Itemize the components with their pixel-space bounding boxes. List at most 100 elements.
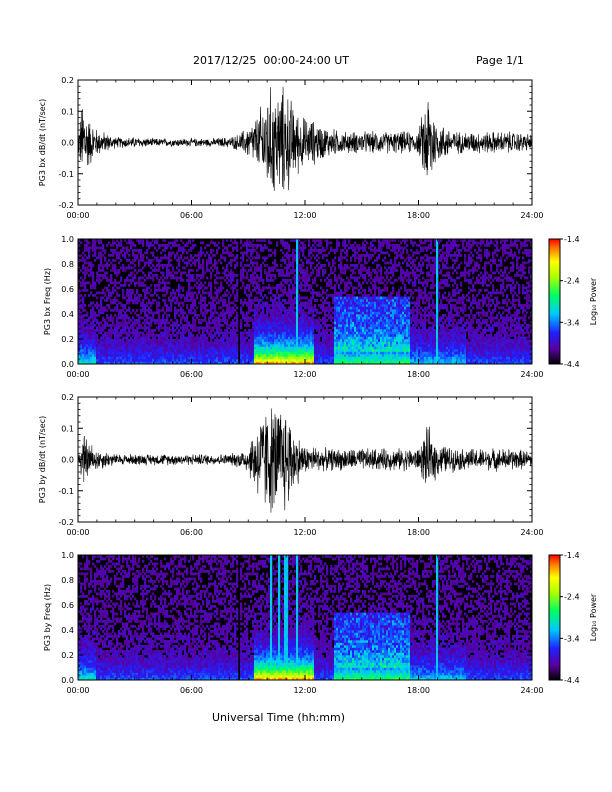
bx-spectrogram-cell bbox=[108, 304, 111, 307]
bx-spectrogram-cell bbox=[108, 359, 111, 362]
bx-spectrogram-cell bbox=[186, 324, 189, 327]
bx-spectrogram-cell bbox=[300, 316, 303, 320]
bx-spectrogram-cell bbox=[338, 299, 341, 302]
bx-spectrogram-cell bbox=[276, 324, 279, 327]
bx-spectrogram-cell bbox=[252, 336, 255, 340]
bx-spectrogram-cell bbox=[80, 324, 83, 327]
bx-spectrogram-cell bbox=[330, 271, 333, 275]
bx-spectrogram-cell bbox=[352, 324, 355, 327]
bx-spectrogram-cell bbox=[118, 241, 121, 245]
bx-spectrogram-cell bbox=[284, 351, 287, 355]
bx-spectrogram-cell bbox=[208, 281, 211, 285]
bx-spectrogram-cell bbox=[170, 264, 173, 267]
bx-spectrogram-cell bbox=[210, 331, 213, 335]
bx-spectrogram-cell bbox=[212, 354, 215, 357]
bx-spectrogram-cell bbox=[94, 336, 97, 340]
bx-spectrogram-cell bbox=[334, 266, 337, 270]
bx-spectrogram-cell bbox=[236, 314, 239, 317]
bx-spectrogram-cell bbox=[256, 254, 259, 257]
bx-spectrogram-cell bbox=[122, 331, 125, 335]
bx-spectrogram-cell bbox=[148, 344, 151, 347]
bx-spectrogram-cell bbox=[272, 321, 275, 325]
bx-spectrogram-cell bbox=[96, 341, 99, 345]
bx-spectrogram-cell bbox=[118, 349, 121, 352]
bx-spectrogram-cell bbox=[286, 349, 289, 352]
bx-spectrogram-cell bbox=[106, 344, 109, 347]
bx-spectrogram-cell bbox=[140, 241, 143, 245]
bx-spectrogram-cell bbox=[284, 346, 287, 350]
bx-spectrogram-cell bbox=[344, 359, 347, 362]
bx-spectrogram-cell bbox=[348, 241, 351, 245]
bx-spectrogram-cell bbox=[172, 274, 175, 277]
bx-spectrogram-cell bbox=[178, 246, 181, 250]
bx-spectrogram-cell bbox=[284, 261, 287, 265]
bx-spectrogram-cell bbox=[260, 289, 263, 292]
bx-spectrogram-cell bbox=[294, 256, 297, 260]
bx-spectrogram-cell bbox=[362, 336, 365, 340]
bx-spectrogram-cell bbox=[230, 311, 233, 315]
bx-spectrogram-cell bbox=[84, 281, 87, 285]
bx-spectrogram-cell bbox=[330, 279, 333, 282]
bx-spectrogram-cell bbox=[82, 271, 85, 275]
bx-spectrogram-cell bbox=[104, 341, 107, 345]
bx-spectrogram-cell bbox=[272, 329, 275, 332]
bx-spectrogram-cell bbox=[254, 276, 257, 280]
bx-spectrogram-cell bbox=[120, 249, 123, 252]
bx-spectrogram-cell bbox=[316, 249, 319, 252]
bx-spectrogram-cell bbox=[82, 289, 85, 292]
bx-spectrogram-cell bbox=[176, 279, 179, 282]
bx-spectrogram-cell bbox=[172, 266, 175, 270]
bx-spectrogram-cell bbox=[132, 241, 135, 245]
bx-spectrogram-cell bbox=[216, 329, 219, 332]
bx-spectrogram-cell bbox=[224, 361, 227, 365]
bx-spectrogram-cell bbox=[252, 251, 255, 255]
bx-spectrogram-cell bbox=[220, 351, 223, 355]
bx-spectrogram-cell bbox=[272, 261, 275, 265]
bx-spectrogram-cell bbox=[290, 336, 293, 340]
bx-spectrogram-cell bbox=[112, 344, 115, 347]
bx-spectrogram-cell bbox=[298, 286, 301, 290]
bx-spectrogram-cell bbox=[258, 276, 261, 280]
bx-spectrogram-cell bbox=[294, 344, 297, 347]
bx-spectrogram-cell bbox=[286, 339, 289, 342]
bx-spectrogram-cell bbox=[316, 274, 319, 277]
bx-spectrogram-cell bbox=[268, 351, 271, 355]
bx-spectrogram-cell bbox=[292, 301, 295, 305]
bx-spectrogram-cell bbox=[224, 294, 227, 297]
bx-spectrogram-cell bbox=[206, 356, 209, 360]
bx-spectrogram-cell bbox=[92, 311, 95, 315]
bx-spectrogram-cell bbox=[162, 359, 165, 362]
bx-spectrogram-cell bbox=[200, 354, 203, 357]
bx-spectrogram-cell bbox=[206, 361, 209, 365]
bx-spectrogram-cell bbox=[146, 321, 149, 325]
bx-spectrogram-cell bbox=[290, 331, 293, 335]
bx-spectrogram-cell bbox=[216, 296, 219, 300]
bx-spectrogram-cell bbox=[202, 306, 205, 310]
bx-spectrogram-cell bbox=[340, 249, 343, 252]
bx-spectrogram-cell bbox=[114, 259, 117, 262]
bx-spectrogram-cell bbox=[240, 246, 243, 250]
bx-spectrogram-cell bbox=[226, 281, 229, 285]
bx-spectrogram-cell bbox=[156, 321, 159, 325]
bx-spectrogram-cell bbox=[218, 319, 221, 322]
bx-spectrogram-cell bbox=[346, 344, 349, 347]
bx-spectrogram-cell bbox=[130, 351, 133, 355]
bx-spectrogram-cell bbox=[130, 244, 133, 247]
bx-spectrogram-cell bbox=[344, 356, 347, 360]
bx-spectrogram-cell bbox=[82, 339, 85, 342]
bx-spectrogram-cell bbox=[138, 331, 141, 335]
bx-spectrogram-cell bbox=[236, 329, 239, 332]
bx-spectrogram-cell bbox=[362, 314, 365, 317]
bx-spectrogram-cell bbox=[346, 284, 349, 287]
bx-spectrogram-cell bbox=[278, 331, 281, 335]
bx-spectrogram-cell bbox=[342, 349, 345, 352]
bx-spectrogram-cell bbox=[168, 321, 171, 325]
bx-spectrogram-cell bbox=[264, 294, 267, 297]
bx-spectrogram-cell bbox=[200, 309, 203, 312]
bx-spectrogram-cell bbox=[344, 326, 347, 330]
bx-timeseries-xtick-label: 00:00 bbox=[66, 211, 89, 220]
bx-spectrogram-cell bbox=[148, 316, 151, 320]
bx-spectrogram-cell bbox=[216, 311, 219, 315]
bx-spectrogram-cell bbox=[262, 346, 265, 350]
bx-spectrogram-cell bbox=[84, 341, 87, 345]
